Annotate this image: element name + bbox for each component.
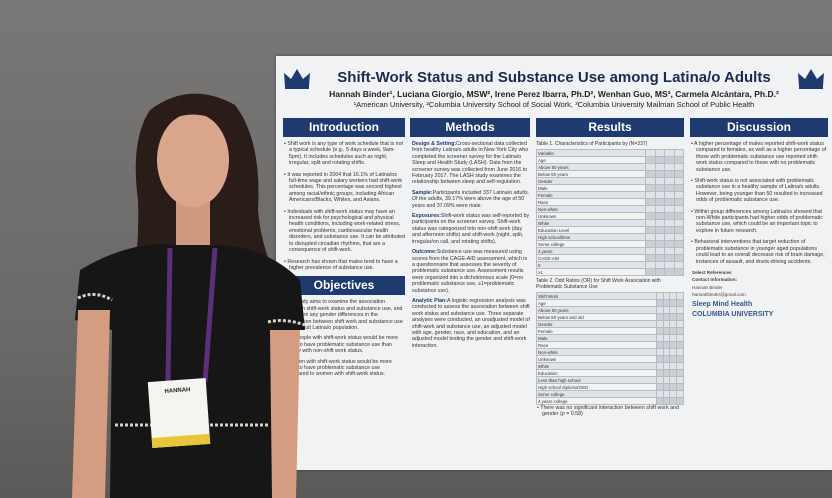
paragraph: H1. People with shift-work status would … (285, 335, 399, 355)
section-heading: Methods (410, 118, 530, 137)
method-item: Sample:Participants included 337 Latina/… (412, 190, 530, 209)
discussion-column: Discussion • A higher percentage of males… (690, 118, 828, 468)
method-text: Shift-work status was self-reported by p… (412, 213, 530, 245)
contact-line: Hannah Binder (692, 284, 723, 290)
table-row: Below 50 years (536, 170, 684, 178)
table-row: 4 years college (536, 397, 684, 405)
bullet: • Shift-work status is not associated wi… (691, 178, 823, 204)
bullet: • Research has shown that males tend to … (284, 258, 398, 271)
row-label: 4 years college (536, 397, 657, 405)
method-item: Exposures:Shift-work status was self-rep… (412, 213, 530, 245)
section-heading: Objectives (283, 276, 405, 296)
method-item: Outcome:Substance use was measured using… (412, 249, 530, 294)
bullet: • Within group differences among Latina/… (691, 208, 823, 234)
method-label: Analytic Plan: (412, 297, 448, 304)
table-cell (676, 397, 684, 405)
poster: Shift-Work Status and Substance Use amon… (276, 56, 832, 470)
method-item: Design & Setting:Cross-sectional data co… (412, 141, 530, 186)
results-table: Variable Age Above 50 years Below 50 years G… (536, 149, 684, 276)
section-heading: Discussion (690, 118, 828, 137)
results-table: Shift Work Age Above 50 years Below 50 year… (536, 292, 684, 405)
logo-text: COLUMBIA UNIVERSITY (692, 310, 774, 318)
method-text: Cross-sectional data collected from heal… (412, 141, 529, 186)
table-caption: Table 2. Odd Ratios (OR) for Shift Work … (536, 278, 661, 290)
bullet: • It was reported in 2004 that 16.1% of … (284, 171, 403, 204)
bullet: • Shift work is any type of work schedul… (284, 141, 404, 167)
paragraph: The study aims to examine the associatio… (285, 299, 403, 331)
name-badge: HANNAH (147, 378, 211, 448)
badge-name: HANNAH (164, 387, 191, 395)
introduction-column: Introduction • Shift work is any type of … (283, 118, 405, 468)
method-text: Participants included 337 Latina/o adult… (412, 189, 530, 209)
table-row: Above 50 years (536, 163, 684, 171)
references-heading: Select References (692, 269, 732, 275)
bullet: • A higher percentage of males reported … (691, 141, 827, 173)
method-text: A logistic regression analysis was condu… (412, 297, 530, 349)
bullet: • Individuals with shift-work status may… (284, 208, 405, 254)
paragraph: H2. Men with shift-work status would be … (285, 358, 392, 378)
contact-line: hannahbinder@gmail.com (692, 292, 746, 298)
method-label: Exposures: (412, 213, 441, 220)
section-heading: Introduction (283, 118, 405, 137)
method-item: Analytic Plan:A logistic regression anal… (412, 298, 530, 349)
section-heading: Results (536, 118, 684, 137)
method-label: Outcome: (412, 249, 437, 256)
table-row: Variable (536, 149, 684, 157)
contact-heading: Contact Information: (692, 277, 738, 283)
table-row: Some college (536, 390, 684, 398)
crown-logo (798, 69, 824, 89)
results-column: Results Table 1. Characteristics of Parti… (536, 118, 684, 468)
method-label: Sample: (412, 189, 433, 196)
poster-affiliations: ¹American University, ²Columbia Universi… (353, 100, 755, 109)
poster-title: Shift-Work Status and Substance Use amon… (337, 69, 771, 86)
method-label: Design & Setting: (412, 141, 457, 147)
table-cell (673, 268, 684, 276)
crown-logo (284, 69, 310, 89)
table-row: ≥1 (536, 268, 684, 276)
table-caption: Table 1. Characteristics of Participants… (536, 141, 648, 147)
methods-column: Methods Design & Setting:Cross-sectional … (410, 118, 530, 468)
poster-authors: Hannah Binder¹, Luciana Giorgio, MSW², I… (329, 89, 779, 99)
table-row: Gender (536, 177, 684, 185)
logo-text: Sleep Mind Health (692, 300, 753, 308)
method-text: Substance use was measured using scores … (412, 249, 528, 294)
bullet: • Behavioral interventions that target r… (691, 239, 825, 265)
bullet: • There was no significant interaction b… (537, 405, 679, 418)
